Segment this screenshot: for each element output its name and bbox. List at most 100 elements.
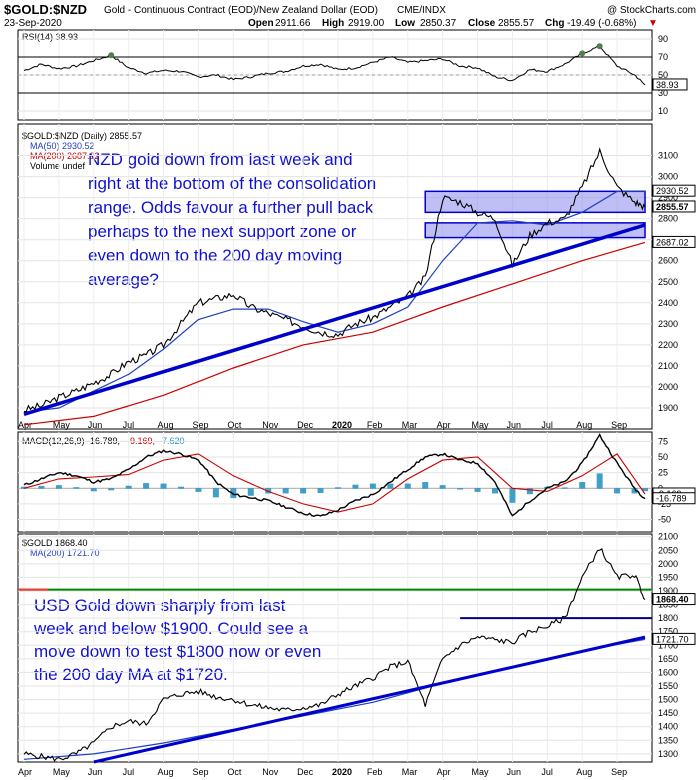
x-tick-price: Oct [227,420,242,430]
usd-gold-panel-frame [17,533,653,763]
y-tick-label: 1500 [658,695,678,705]
high-label: High [322,18,344,29]
x-tick-price: Dec [297,420,314,430]
macd-histogram-bar [21,486,27,489]
watermark: @ StockCharts.com [607,5,696,16]
chg-down-icon: ▼ [648,18,658,29]
rsi-value-tag-box [652,78,688,91]
macd-histogram-bar [422,482,429,489]
usd-price-line [23,548,646,762]
x-tick-price: May [53,420,71,430]
chart-marks: 9070503010310030002900280027002600250024… [18,30,696,777]
rsi-value-tag: 38.93 [656,80,679,90]
y-tick-label: 2300 [658,319,678,329]
y-tick-label: 2900 [658,193,678,203]
y-tick-label: 1700 [658,640,678,650]
usd-trendline [93,635,646,764]
y-tick-label: 1350 [658,735,678,745]
price-ma200-line [23,241,646,426]
macd-histogram-bar [474,488,481,492]
x-tick-usd: Aug [576,767,592,777]
open-label: Open [248,18,274,29]
nzd-annotation-line-6: average? [88,270,159,289]
price-trendline [23,223,646,416]
macd-histogram-bar [108,488,115,491]
usd-annotation-line-3: move down to test $1800 now or even [34,642,321,661]
x-tick-price: Sep [611,420,627,430]
x-tick-usd: Sep [611,767,627,777]
x-tick-usd: Feb [367,767,383,777]
macd-histogram-bar [642,488,649,492]
macd-panel-frame [17,431,653,533]
y-tick-label: 2400 [658,298,678,308]
usd-legend-main: $GOLD 1868.40 [22,538,88,548]
x-tick-usd: Mar [402,767,418,777]
x-tick-usd: Dec [297,767,314,777]
rsi-legend: RSI(14) 38.93 [22,32,78,42]
y-tick-label: 1800 [658,613,678,623]
usd-value-tag-box [652,593,696,606]
y-tick-label: 2050 [658,545,678,555]
x-tick-usd: May [53,767,71,777]
nzd-annotation: NZD gold down from last week and right a… [88,150,376,289]
close-label: Close [468,18,496,29]
low-label: Low [395,18,415,29]
macd-histogram-bar [352,484,359,489]
x-tick-price: Feb [367,420,383,430]
x-tick-usd: Oct [227,767,242,777]
usd-annotation: USD Gold down sharply from last week and… [33,596,321,684]
x-tick-usd: Apr [18,767,32,777]
macd-histogram-bar [439,485,446,489]
price-value-tag: 2687.02 [656,237,689,247]
macd-histogram-bar [212,488,219,498]
x-tick-price: Jul [541,420,553,430]
macd-histogram-bar [160,483,167,489]
x-tick-usd: May [472,767,490,777]
y-tick-label: 25 [658,468,668,478]
macd-histogram-bar [38,485,45,489]
y-tick-label: 2000 [658,559,678,569]
y-tick-label: 1400 [658,722,678,732]
price-value-tag-box [652,235,696,248]
usd-value-tag-box [652,632,696,645]
x-tick-price: Aug [158,420,174,430]
y-tick-label: 2100 [658,361,678,371]
x-tick-usd: 2020 [332,767,352,777]
y-tick-label: 1900 [658,586,678,596]
price-value-tag: 2855.57 [656,202,689,212]
x-tick-usd: Jul [541,767,553,777]
price-value-tag-box [652,200,696,213]
x-tick-price: Apr [437,420,451,430]
y-tick-label: 1600 [658,667,678,677]
panel-2-grid: 7550250-25-50 [18,432,671,532]
y-tick-label: 2500 [658,277,678,287]
price-panel-frame [17,123,653,430]
macd-histogram-bar [335,487,341,489]
macd-histogram-bar [509,488,516,503]
rsi-line [23,45,646,86]
x-tick-usd: Jun [88,767,103,777]
y-tick-label: 50 [658,70,668,80]
macd-signal-line [23,453,646,513]
macd-histogram-bar [282,488,289,494]
y-tick-label: 1450 [658,708,678,718]
macd-histogram-bar [300,488,307,494]
header: $GOLD:$NZD Gold - Continuous Contract (E… [4,2,696,29]
x-tick-price: Mar [402,420,418,430]
macd-histogram-bar [143,483,150,489]
macd-histogram-bar [247,488,254,496]
macd-histogram-bar [230,488,237,499]
macd-histogram-bar [404,483,411,489]
x-tick-price: Jun [88,420,103,430]
y-tick-label: 1750 [658,627,678,637]
macd-value-tag: -16.789 [656,494,687,504]
nzd-annotation-line-2: right at the bottom of the consolidation [88,174,376,193]
low-value: 2850.37 [420,18,457,29]
macd-histogram-bar [492,488,498,494]
price-value-tag: 2930.52 [656,186,689,196]
quote-date: 23-Sep-2020 [4,18,62,29]
y-tick-label: 2200 [658,340,678,350]
rsi-overbought-mark [108,52,115,59]
macd-histogram-bar [125,485,132,489]
price-ma50-line [23,190,646,413]
